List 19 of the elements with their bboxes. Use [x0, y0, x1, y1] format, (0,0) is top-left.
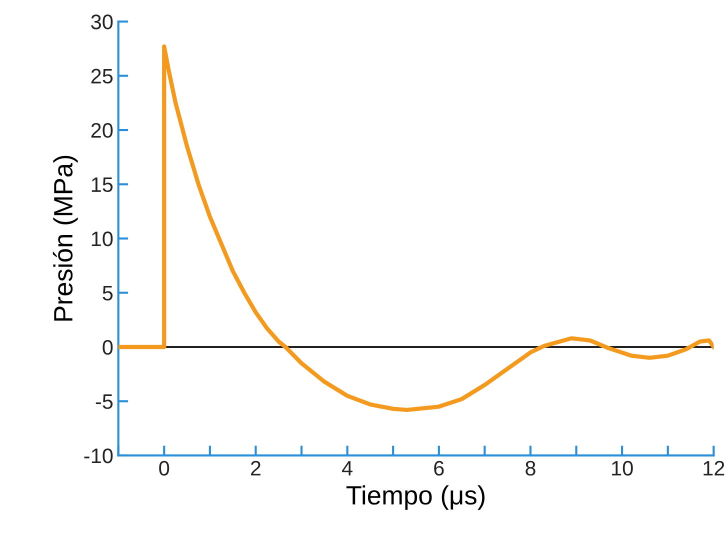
y-tick-label: -10 [84, 448, 113, 464]
y-tick-label: 10 [92, 232, 113, 246]
y-tick-label: 30 [91, 14, 113, 30]
y-tick-label: 20 [91, 123, 113, 138]
y-axis-title: Presión (MPa) [52, 156, 78, 321]
x-tick-label: 0 [159, 460, 170, 476]
x-tick-label: 10 [612, 460, 633, 476]
y-tick-label: 5 [102, 286, 113, 300]
line-series [118, 44, 714, 412]
x-tick-label: 6 [434, 460, 444, 476]
y-tick-label: -5 [96, 394, 113, 409]
y-tick-label: 15 [92, 177, 113, 192]
y-tick-label: 0 [102, 340, 113, 355]
x-tick-label: 2 [250, 460, 260, 476]
x-tick-label: 4 [342, 461, 352, 476]
x-axis-title: Tiempo (μs) [346, 485, 485, 510]
x-tick-label: 12 [704, 460, 724, 476]
y-tick-label: 25 [91, 68, 113, 84]
x-tick-label: 8 [526, 460, 536, 476]
